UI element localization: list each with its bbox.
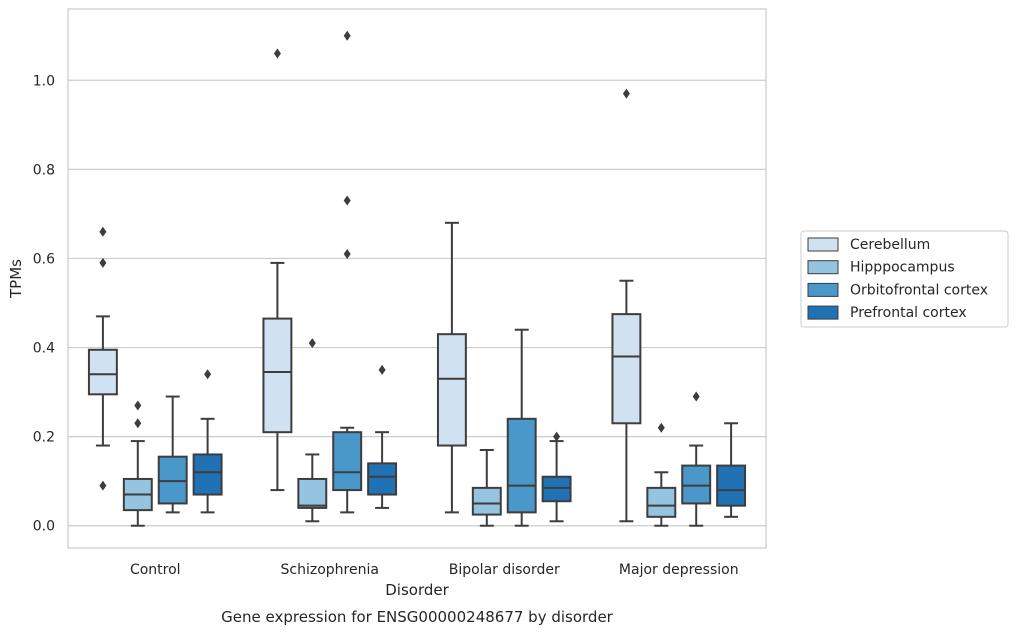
y-axis-label: TPMs	[7, 259, 25, 299]
box-0-0	[87, 226, 118, 491]
legend-label: Prefrontal cortex	[850, 305, 967, 321]
box-3-1	[646, 422, 677, 527]
outlier-point	[657, 422, 665, 433]
outlier-point	[622, 88, 630, 99]
iqr-box	[541, 475, 572, 503]
iqr-box	[646, 486, 677, 518]
legend-label: Hipppocampus	[850, 260, 955, 276]
box-2-0	[436, 221, 467, 514]
y-tick-label: 0.2	[33, 430, 55, 446]
outlier-point	[99, 226, 107, 237]
x-tick-labels: Control Schizophrenia Bipolar disorder Majo…	[130, 562, 739, 578]
legend-swatch	[807, 260, 839, 275]
outlier-point	[99, 257, 107, 268]
outlier-point	[204, 369, 212, 380]
x-tick-label: Bipolar disorder	[449, 562, 560, 578]
box-2-1	[471, 449, 502, 527]
box-0-1	[122, 400, 153, 527]
outlier-point	[343, 249, 351, 259]
box-1-2	[332, 30, 363, 514]
iqr-box	[367, 462, 398, 496]
outlier-point	[134, 418, 142, 429]
y-tick-label: 0.4	[33, 341, 55, 357]
legend: Cerebellum Hipppocampus Orbitofrontal cort…	[800, 230, 1009, 328]
iqr-box	[716, 464, 747, 507]
x-tick-label: Major depression	[619, 562, 739, 578]
box-2-3	[541, 431, 572, 523]
outlier-point	[692, 391, 700, 402]
iqr-box	[192, 453, 223, 496]
outlier-point	[308, 338, 316, 349]
outlier-point	[134, 400, 142, 411]
iqr-box	[506, 417, 537, 514]
box-0-3	[192, 369, 223, 514]
y-tick-labels: 0.0 0.2 0.4 0.6 0.8 1.0	[33, 73, 55, 534]
x-tick-label: Schizophrenia	[281, 562, 379, 578]
box-2-2	[506, 328, 537, 527]
legend-label: Cerebellum	[850, 237, 930, 253]
outlier-point	[343, 30, 351, 41]
outlier-point	[553, 431, 561, 442]
box-3-3	[716, 422, 747, 518]
iqr-box	[611, 313, 642, 425]
iqr-box	[297, 477, 328, 509]
outlier-point	[378, 364, 386, 375]
iqr-box	[262, 317, 293, 434]
y-tick-label: 0.8	[33, 162, 55, 178]
plot-frame	[67, 8, 767, 549]
chart-caption: Gene expression for ENSG00000248677 by d…	[221, 608, 614, 626]
legend-swatch	[807, 305, 839, 320]
box-1-0	[262, 48, 293, 492]
y-tick-label: 1.0	[33, 73, 55, 89]
iqr-box	[87, 348, 118, 396]
x-tick-label: Control	[130, 562, 181, 578]
box-1-3	[367, 364, 398, 509]
grid-lines	[68, 79, 766, 527]
outlier-point	[99, 480, 107, 491]
y-tick-label: 0.6	[33, 251, 55, 267]
outlier-point	[273, 48, 281, 59]
outlier-point	[343, 195, 351, 206]
legend-label: Orbitofrontal cortex	[850, 282, 988, 298]
box-3-0	[611, 88, 642, 523]
iqr-box	[436, 333, 467, 447]
box-0-2	[157, 395, 188, 514]
iqr-box	[471, 486, 502, 516]
box-3-2	[681, 391, 712, 527]
legend-swatch	[807, 237, 839, 252]
x-axis-label: Disorder	[385, 581, 449, 599]
iqr-box	[681, 464, 712, 505]
y-tick-label: 0.0	[33, 519, 55, 535]
iqr-box	[332, 431, 363, 492]
box-1-1	[297, 338, 328, 523]
iqr-box	[157, 455, 188, 505]
legend-frame	[800, 230, 1009, 328]
legend-swatch	[807, 282, 839, 297]
boxes	[87, 30, 747, 527]
